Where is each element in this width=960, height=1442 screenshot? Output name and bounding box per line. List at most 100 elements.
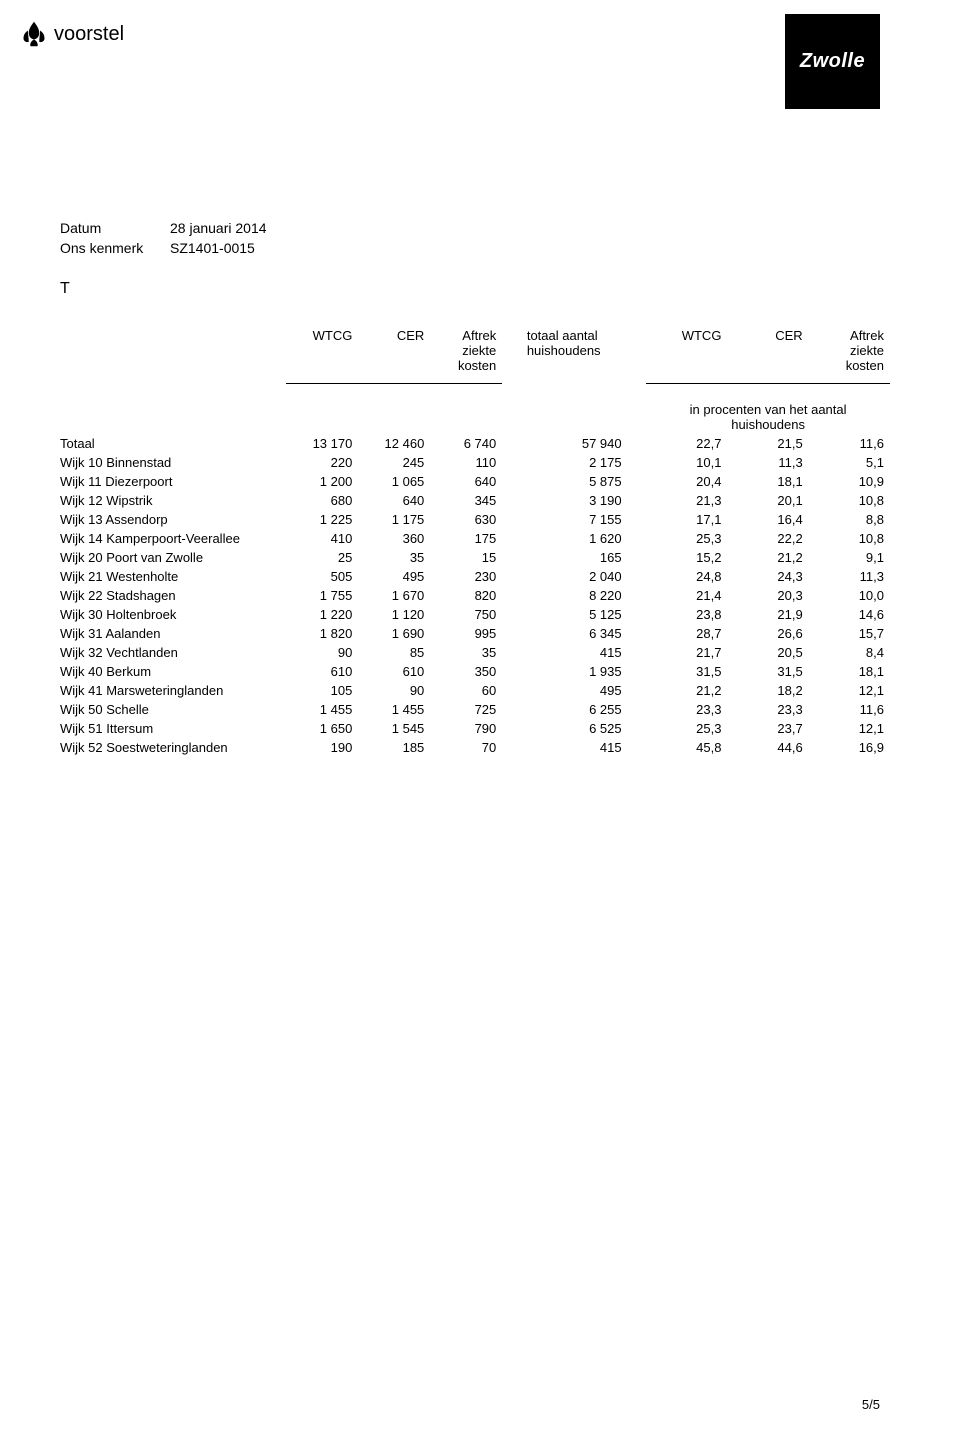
row-name: Wijk 32 Vechtlanden	[60, 643, 286, 662]
table-row: Wijk 21 Westenholte5054952302 04024,824,…	[60, 567, 890, 586]
row-name: Wijk 10 Binnenstad	[60, 453, 286, 472]
cell: 60	[430, 681, 502, 700]
cell-gap	[628, 529, 647, 548]
cell-gap	[628, 434, 647, 453]
table-header-row: WTCG CER Aftrek ziekte kosten totaal aan…	[60, 326, 890, 375]
cell: 245	[358, 453, 430, 472]
cell: 220	[286, 453, 358, 472]
cell: 45,8	[646, 738, 727, 757]
cell: 680	[286, 491, 358, 510]
cell-gap	[628, 643, 647, 662]
cell: 1 670	[358, 586, 430, 605]
cell: 175	[430, 529, 502, 548]
table-row: Wijk 41 Marsweteringlanden105906049521,2…	[60, 681, 890, 700]
cell-gap	[628, 510, 647, 529]
cell: 21,5	[727, 434, 808, 453]
cell-gap	[628, 605, 647, 624]
row-name: Wijk 51 Ittersum	[60, 719, 286, 738]
table-row: Wijk 20 Poort van Zwolle25351516515,221,…	[60, 548, 890, 567]
cell: 360	[358, 529, 430, 548]
col-header-cer1: CER	[358, 326, 430, 375]
zwolle-badge: Zwolle	[785, 14, 880, 109]
meta-row-kenmerk: Ons kenmerk SZ1401-0015	[60, 240, 960, 256]
cell: 35	[430, 643, 502, 662]
cell: 10,8	[809, 529, 890, 548]
cell: 12 460	[358, 434, 430, 453]
cell: 5 125	[521, 605, 628, 624]
cell: 1 620	[521, 529, 628, 548]
cell: 11,6	[809, 434, 890, 453]
data-table: WTCG CER Aftrek ziekte kosten totaal aan…	[60, 326, 890, 757]
cell: 110	[430, 453, 502, 472]
table-row: Wijk 12 Wipstrik6806403453 19021,320,110…	[60, 491, 890, 510]
cell-gap	[502, 567, 521, 586]
cell: 20,5	[727, 643, 808, 662]
cell: 23,7	[727, 719, 808, 738]
cell: 640	[430, 472, 502, 491]
cell: 11,3	[727, 453, 808, 472]
row-name: Wijk 40 Berkum	[60, 662, 286, 681]
table-row: Wijk 30 Holtenbroek1 2201 1207505 12523,…	[60, 605, 890, 624]
cell: 23,3	[646, 700, 727, 719]
cell: 415	[521, 643, 628, 662]
cell: 185	[358, 738, 430, 757]
cell: 25,3	[646, 529, 727, 548]
voorstel-label: voorstel	[54, 23, 124, 46]
cell: 1 650	[286, 719, 358, 738]
cell: 20,4	[646, 472, 727, 491]
cell: 90	[286, 643, 358, 662]
col-header-cer2: CER	[727, 326, 808, 375]
cell: 995	[430, 624, 502, 643]
row-name: Wijk 21 Westenholte	[60, 567, 286, 586]
table-row: Totaal13 17012 4606 74057 94022,721,511,…	[60, 434, 890, 453]
cell-gap	[628, 491, 647, 510]
cell: 22,2	[727, 529, 808, 548]
col-header-empty	[60, 326, 286, 375]
cell: 345	[430, 491, 502, 510]
cell: 7 155	[521, 510, 628, 529]
table-row: Wijk 40 Berkum6106103501 93531,531,518,1	[60, 662, 890, 681]
table-row: Wijk 11 Diezerpoort1 2001 0656405 87520,…	[60, 472, 890, 491]
cell-gap	[628, 738, 647, 757]
cell-gap	[628, 548, 647, 567]
cell: 750	[430, 605, 502, 624]
table-row: Wijk 31 Aalanden1 8201 6909956 34528,726…	[60, 624, 890, 643]
cell: 190	[286, 738, 358, 757]
cell-gap	[502, 738, 521, 757]
cell: 31,5	[646, 662, 727, 681]
cell: 57 940	[521, 434, 628, 453]
cell: 725	[430, 700, 502, 719]
cell: 25	[286, 548, 358, 567]
cell: 17,1	[646, 510, 727, 529]
cell-gap	[502, 719, 521, 738]
meta-value-kenmerk: SZ1401-0015	[170, 240, 255, 256]
cell: 1 545	[358, 719, 430, 738]
cell-gap	[628, 662, 647, 681]
cell: 23,3	[727, 700, 808, 719]
cell: 2 175	[521, 453, 628, 472]
col-header-totaal: totaal aantal huishoudens	[521, 326, 628, 375]
meta-value-datum: 28 januari 2014	[170, 220, 267, 236]
page-number: 5/5	[862, 1397, 880, 1412]
section-letter: T	[60, 280, 960, 298]
cell: 14,6	[809, 605, 890, 624]
cell: 630	[430, 510, 502, 529]
row-name: Wijk 14 Kamperpoort-Veerallee	[60, 529, 286, 548]
cell: 24,3	[727, 567, 808, 586]
cell: 24,8	[646, 567, 727, 586]
cell: 2 040	[521, 567, 628, 586]
page-header: voorstel Zwolle	[0, 0, 960, 100]
cell: 10,9	[809, 472, 890, 491]
row-name: Totaal	[60, 434, 286, 453]
zwolle-brand-text: Zwolle	[800, 50, 865, 73]
table-row: Wijk 13 Assendorp1 2251 1756307 15517,11…	[60, 510, 890, 529]
cell: 165	[521, 548, 628, 567]
cell: 505	[286, 567, 358, 586]
cell: 1 220	[286, 605, 358, 624]
cell: 23,8	[646, 605, 727, 624]
cell: 8,8	[809, 510, 890, 529]
row-name: Wijk 30 Holtenbroek	[60, 605, 286, 624]
cell: 18,2	[727, 681, 808, 700]
row-name: Wijk 22 Stadshagen	[60, 586, 286, 605]
cell: 20,1	[727, 491, 808, 510]
